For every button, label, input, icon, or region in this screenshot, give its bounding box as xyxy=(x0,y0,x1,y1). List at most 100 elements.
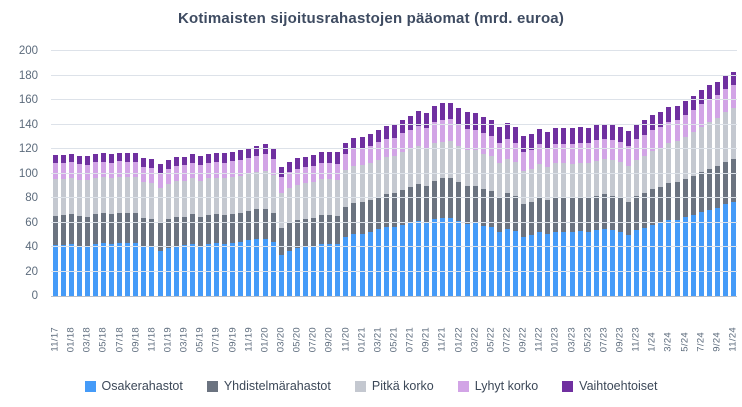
bar-stack xyxy=(488,51,494,296)
bar-segment xyxy=(642,156,648,193)
x-tick-label: 03/22 xyxy=(468,326,480,352)
bar-segment xyxy=(529,201,535,236)
bar-segment xyxy=(157,250,163,296)
bar-slot xyxy=(318,51,326,296)
bar-slot xyxy=(471,51,479,296)
bar-stack xyxy=(109,51,115,296)
bar-segment xyxy=(383,138,389,157)
x-tick-label: 11/20 xyxy=(339,327,351,352)
legend-swatch-icon xyxy=(206,380,218,392)
bar-segment xyxy=(674,119,680,142)
legend-item: Lyhyt korko xyxy=(457,379,539,393)
bar-segment xyxy=(642,227,648,296)
legend-label: Lyhyt korko xyxy=(474,379,539,393)
bar-segment xyxy=(585,231,591,296)
bar-segment xyxy=(206,243,212,296)
y-tick-label: 140 xyxy=(18,118,38,131)
bar-segment xyxy=(690,131,696,176)
x-tick-label: 03/20 xyxy=(275,326,287,352)
bar-slot xyxy=(463,51,471,296)
bar-segment xyxy=(496,197,502,233)
bar-segment xyxy=(407,222,413,296)
bar-segment xyxy=(319,179,325,215)
bar-stack xyxy=(230,51,236,296)
bar-segment xyxy=(472,113,478,130)
bar-segment xyxy=(109,178,115,215)
x-axis: 11/17 01/18 03/18 05/18 07/18 09/18 11/18 01/19… xyxy=(49,300,738,352)
x-tick-label: 11/22 xyxy=(533,327,545,352)
bar-segment xyxy=(472,185,478,224)
bar-segment xyxy=(68,177,74,215)
bar-segment xyxy=(634,230,640,296)
bar-segment xyxy=(383,193,389,228)
bar-segment xyxy=(642,135,648,157)
bar-segment xyxy=(68,153,74,162)
bar-slot xyxy=(213,51,221,296)
bar-stack xyxy=(545,51,551,296)
bar-slot xyxy=(511,51,519,296)
bar-segment xyxy=(472,150,478,186)
bar-slot xyxy=(116,51,124,296)
bar-slot xyxy=(285,51,293,296)
bar-segment xyxy=(238,175,244,213)
legend-label: Pitkä korko xyxy=(371,379,434,393)
bar-segment xyxy=(254,238,260,296)
x-tick-label: 01/22 xyxy=(452,326,464,352)
bar-slot xyxy=(697,51,705,296)
bar-slot xyxy=(415,51,423,296)
bar-segment xyxy=(545,200,551,235)
bar-segment xyxy=(529,133,535,150)
bar-slot xyxy=(730,51,738,296)
bar-segment xyxy=(214,162,220,178)
legend-item: Vaihtoehtoiset xyxy=(562,379,657,393)
bar-segment xyxy=(206,153,212,163)
bar-stack xyxy=(270,51,276,296)
x-tick-label: 05/21 xyxy=(388,326,400,352)
bar-segment xyxy=(230,151,236,162)
bar-segment xyxy=(529,168,535,202)
bar-segment xyxy=(60,162,66,179)
bar-segment xyxy=(157,172,163,188)
bar-stack xyxy=(286,51,292,296)
bar-slot xyxy=(342,51,350,296)
bar-segment xyxy=(327,151,333,163)
gridline xyxy=(51,99,737,100)
bar-segment xyxy=(254,145,260,156)
bar-segment xyxy=(311,165,317,182)
bar-stack xyxy=(690,51,696,296)
bar-segment xyxy=(464,185,470,224)
bar-slot xyxy=(455,51,463,296)
bar-segment xyxy=(84,164,90,181)
bar-segment xyxy=(327,243,333,296)
bar-segment xyxy=(335,163,341,180)
bar-slot xyxy=(172,51,180,296)
bar-segment xyxy=(125,213,131,243)
bar-segment xyxy=(618,126,623,143)
bar-segment xyxy=(731,108,737,159)
bar-slot xyxy=(447,51,455,296)
bar-stack xyxy=(618,51,623,296)
bar-segment xyxy=(731,85,737,109)
bar-stack xyxy=(698,51,704,296)
bar-segment xyxy=(512,126,518,143)
bar-segment xyxy=(480,153,486,189)
bar-stack xyxy=(367,51,373,296)
x-tick-label: 09/22 xyxy=(517,326,529,352)
bar-segment xyxy=(375,229,381,296)
bar-segment xyxy=(351,166,357,204)
bar-slot xyxy=(301,51,309,296)
bar-stack xyxy=(101,51,106,296)
x-tick-label: 07/21 xyxy=(404,326,416,352)
bar-slot xyxy=(326,51,334,296)
bar-segment xyxy=(399,189,405,225)
bar-segment xyxy=(488,190,494,228)
bar-segment xyxy=(197,217,203,246)
bar-segment xyxy=(593,160,599,196)
bar-stack xyxy=(561,51,567,296)
bar-segment xyxy=(609,139,615,161)
bar-slot xyxy=(277,51,285,296)
bar-slot xyxy=(140,51,148,296)
bar-stack xyxy=(706,51,712,296)
bar-segment xyxy=(634,196,640,231)
bar-segment xyxy=(278,254,284,296)
